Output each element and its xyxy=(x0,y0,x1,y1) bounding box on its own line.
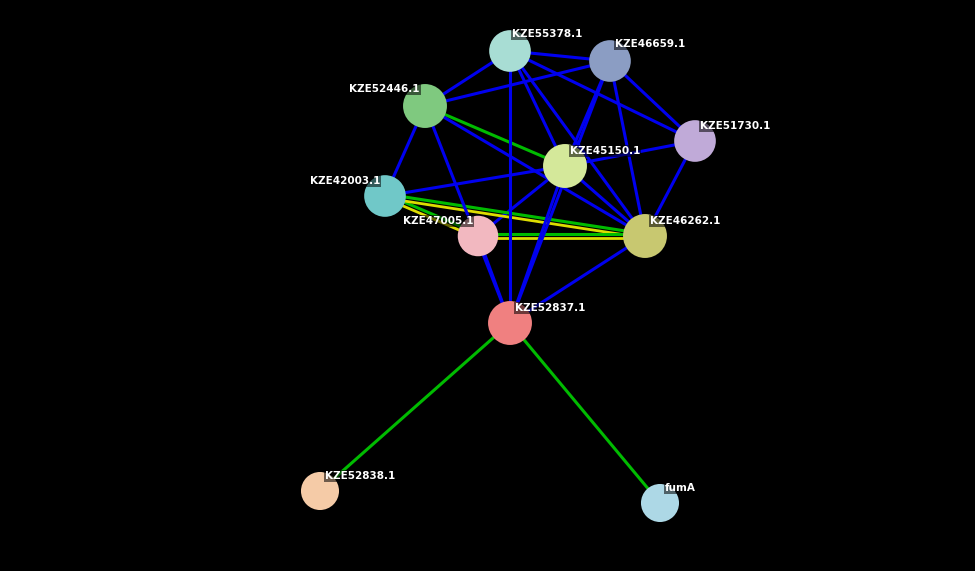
Text: fumA: fumA xyxy=(665,483,696,493)
Text: KZE52446.1: KZE52446.1 xyxy=(349,84,420,94)
Text: KZE47005.1: KZE47005.1 xyxy=(403,216,473,226)
Text: KZE42003.1: KZE42003.1 xyxy=(310,176,380,186)
Text: KZE51730.1: KZE51730.1 xyxy=(700,121,770,131)
Point xyxy=(502,46,518,55)
Point xyxy=(377,191,393,200)
Text: KZE46659.1: KZE46659.1 xyxy=(615,39,685,49)
Point xyxy=(638,231,653,240)
Point xyxy=(687,136,703,146)
Text: KZE45150.1: KZE45150.1 xyxy=(570,146,641,156)
Point xyxy=(652,498,668,508)
Point xyxy=(502,319,518,328)
Point xyxy=(312,486,328,496)
Text: KZE55378.1: KZE55378.1 xyxy=(512,29,582,39)
Text: KZE52838.1: KZE52838.1 xyxy=(325,471,395,481)
Point xyxy=(557,162,572,171)
Text: KZE52837.1: KZE52837.1 xyxy=(515,303,585,313)
Point xyxy=(603,57,618,66)
Point xyxy=(417,102,433,111)
Point xyxy=(470,231,486,240)
Text: KZE46262.1: KZE46262.1 xyxy=(650,216,721,226)
